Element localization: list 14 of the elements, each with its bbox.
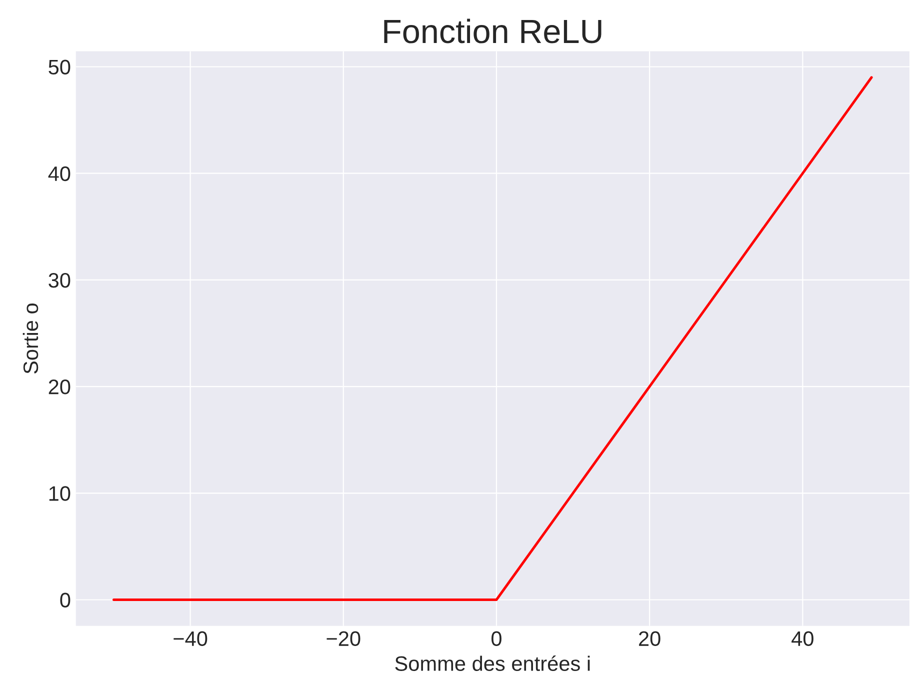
y-tick-label: 50: [48, 60, 70, 75]
y-tick-label: 10: [49, 486, 70, 501]
x-tick-label: 0: [491, 631, 502, 646]
y-tick-label: 0: [60, 592, 70, 608]
x-tick-label: 20: [639, 631, 660, 646]
y-axis-title: Sortie o: [22, 304, 38, 374]
x-tick-label: −20: [326, 631, 360, 646]
x-tick-label: −40: [174, 631, 208, 646]
chart-title: Fonction ReLU: [384, 18, 602, 44]
y-tick-label: 40: [48, 166, 70, 182]
y-tick-label: 30: [48, 272, 70, 288]
y-tick-label: 20: [48, 380, 70, 394]
x-tick-label: 40: [792, 631, 814, 646]
x-axis-title: Somme des entrées i: [395, 655, 590, 671]
